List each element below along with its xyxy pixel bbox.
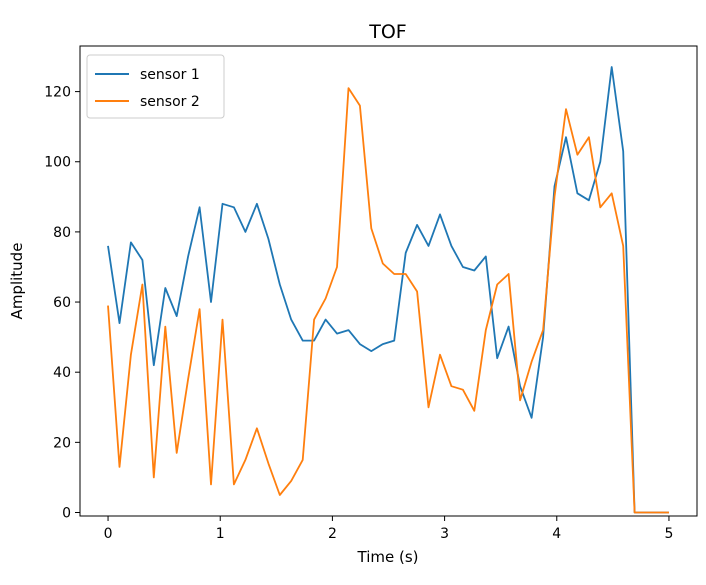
legend-label-1: sensor 1 <box>140 67 200 83</box>
series-line-1 <box>107 66 669 514</box>
x-axis: 0 1 2 3 4 5 <box>104 516 673 542</box>
y-tick-label: 120 <box>44 85 71 101</box>
legend-box <box>86 54 225 119</box>
legend: sensor 1 sensor 2 <box>86 54 225 119</box>
y-tick-label: 0 <box>62 505 71 521</box>
x-axis-label: Time (s) <box>357 548 419 566</box>
series-layer <box>107 66 669 514</box>
x-tick-label: 5 <box>664 526 673 542</box>
y-axis: 0 20 40 60 80 100 120 <box>44 85 80 521</box>
y-axis-label: Amplitude <box>8 243 26 320</box>
x-tick-label: 1 <box>216 526 225 542</box>
x-tick-label: 3 <box>440 526 449 542</box>
series-line-2 <box>107 87 669 514</box>
y-tick-label: 20 <box>53 435 71 451</box>
y-tick-label: 80 <box>53 225 71 241</box>
y-tick-label: 100 <box>44 155 71 171</box>
x-tick-label: 0 <box>104 526 113 542</box>
x-tick-label: 2 <box>328 526 337 542</box>
x-tick-label: 4 <box>552 526 561 542</box>
legend-label-2: sensor 2 <box>140 94 200 110</box>
plot-area <box>79 45 698 517</box>
y-tick-label: 40 <box>53 365 71 381</box>
chart-title: TOF <box>368 21 407 43</box>
y-tick-label: 60 <box>53 295 71 311</box>
